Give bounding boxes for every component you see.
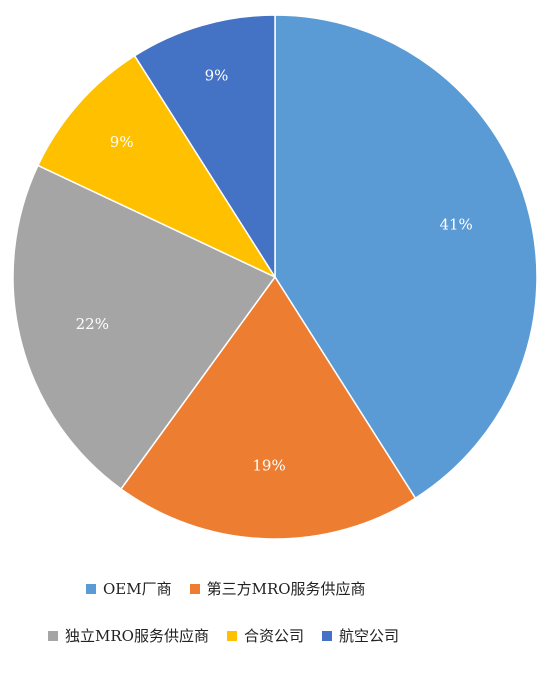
pie-slice-third-party-mro (119, 275, 417, 540)
legend-row-2: 独立MRO服务供应商 合资公司 航空公司 (48, 625, 417, 646)
legend-item-airline: 航空公司 (321, 625, 399, 646)
legend-item-independent-mro: 独立MRO服务供应商 (48, 625, 209, 646)
pie-slice-joint-venture (36, 54, 278, 279)
legend-swatch-oem (86, 583, 96, 594)
pie-slice-airline (133, 14, 276, 280)
legend-label-independent-mro: 独立MRO服务供应商 (65, 627, 209, 645)
legend-label-joint-venture: 合资公司 (243, 627, 304, 645)
legend-label-third-party-mro: 第三方MRO服务供应商 (206, 580, 366, 598)
legend-label-oem: OEM厂商 (103, 580, 172, 598)
legend-swatch-third-party-mro (189, 583, 200, 594)
data-label-airline: 9% (205, 67, 229, 85)
legend-item-third-party-mro: 第三方MRO服务供应商 (189, 578, 366, 599)
pie-chart: 41% 19% 22% 9% 9% (12, 14, 538, 540)
pie-slice-oem (274, 14, 538, 500)
legend-item-joint-venture: 合资公司 (226, 625, 304, 646)
data-label-third-party-mro: 19% (252, 457, 285, 475)
data-label-oem: 41% (439, 215, 472, 233)
legend-swatch-joint-venture (226, 630, 237, 641)
legend-item-oem: OEM厂商 (86, 578, 172, 599)
legend-label-airline: 航空公司 (338, 627, 399, 645)
data-label-independent-mro: 22% (76, 315, 109, 333)
legend-swatch-independent-mro (48, 630, 58, 641)
data-label-joint-venture: 9% (110, 133, 134, 151)
legend-swatch-airline (321, 630, 332, 641)
legend-row-1: OEM厂商 第三方MRO服务供应商 (86, 578, 384, 599)
